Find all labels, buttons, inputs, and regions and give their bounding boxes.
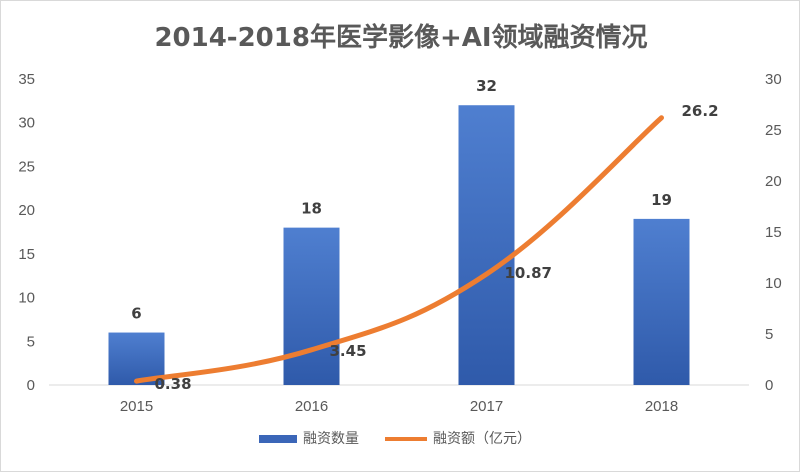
right-y-tick-label: 25 [765,122,782,139]
bar [458,105,515,385]
right-y-tick-label: 20 [765,173,782,190]
line-data-label: 0.38 [155,375,192,393]
x-tick-label: 2016 [295,398,328,415]
bar-data-label: 19 [651,191,672,209]
legend-swatch-bar [259,435,297,443]
line-path [134,115,664,384]
line-series [134,115,664,384]
bar-data-label: 6 [131,305,141,323]
legend: 融资数量 融资额（亿元） [259,431,531,447]
line-data-label: 26.2 [682,102,719,120]
bar-series [108,105,690,385]
bar [283,227,340,385]
left-y-tick-label: 25 [18,158,35,175]
left-y-tick-label: 35 [18,71,35,88]
left-y-tick-label: 5 [27,333,35,350]
left-y-tick-label: 30 [18,115,35,132]
right-y-tick-label: 15 [765,224,782,241]
left-y-tick-label: 15 [18,246,35,263]
left-y-axis: 0 5 10 15 20 25 30 35 [18,71,35,394]
x-tick-label: 2017 [470,398,503,415]
right-y-tick-label: 5 [765,326,773,343]
x-tick-label: 2018 [645,398,678,415]
bar-data-label: 18 [301,200,322,218]
legend-label-bar: 融资数量 [303,431,359,447]
line-data-label: 3.45 [330,342,367,360]
legend-label-line: 融资额（亿元） [433,431,531,447]
chart-title: 2014-2018年医学影像+AI领域融资情况 [154,22,647,53]
bar-data-label: 32 [476,77,497,95]
right-y-tick-label: 0 [765,377,773,394]
right-y-axis: 0 5 10 15 20 25 30 [765,71,782,394]
x-axis: 2015 2016 2017 2018 [120,398,678,415]
left-y-tick-label: 20 [18,202,35,219]
right-y-tick-label: 10 [765,275,782,292]
right-y-tick-label: 30 [765,71,782,88]
data-labels: 6 18 32 19 0.38 3.45 10.87 26.2 [131,77,718,393]
bar [633,218,690,385]
left-y-tick-label: 0 [27,377,35,394]
left-y-tick-label: 10 [18,290,35,307]
line-data-label: 10.87 [505,264,552,282]
x-tick-label: 2015 [120,398,153,415]
